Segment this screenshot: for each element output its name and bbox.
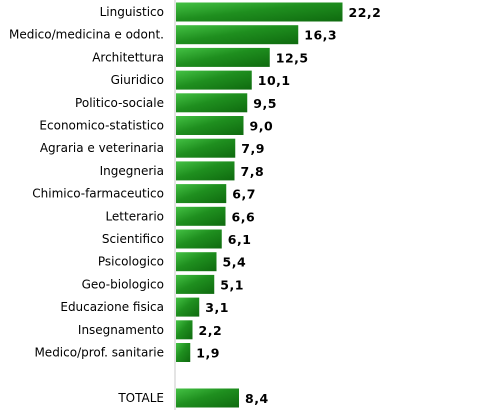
value-label: 10,1 — [258, 73, 291, 88]
category-label: Economico-statistico — [39, 119, 164, 133]
category-label: Giuridico — [111, 73, 164, 87]
bar — [176, 388, 239, 408]
category-label: Scientifico — [102, 232, 164, 246]
category-label: Geo-biologico — [82, 277, 164, 291]
value-label: 16,3 — [304, 28, 337, 43]
bar — [176, 161, 235, 181]
bar — [176, 116, 244, 135]
value-label: 7,9 — [241, 141, 265, 156]
value-label: 9,0 — [250, 119, 274, 134]
bar — [176, 138, 236, 158]
bar — [176, 274, 215, 294]
bar — [176, 320, 193, 340]
value-label: 3,1 — [205, 300, 229, 315]
bar — [176, 297, 200, 317]
category-label: Insegnamento — [78, 323, 164, 337]
value-label: 9,5 — [253, 96, 277, 111]
value-label: 6,1 — [228, 232, 252, 247]
bar — [176, 252, 217, 272]
bar — [176, 229, 222, 249]
category-label: Politico-sociale — [75, 96, 164, 110]
bar — [176, 184, 227, 204]
category-label: Letterario — [105, 209, 164, 223]
bar — [176, 70, 252, 90]
bar — [176, 93, 248, 113]
category-label: Ingegneria — [100, 164, 164, 178]
bar — [176, 47, 270, 67]
bar — [176, 343, 191, 362]
bar — [176, 25, 299, 45]
category-label: Agraria e veterinaria — [40, 141, 164, 155]
category-label: Educazione fisica — [60, 300, 164, 314]
value-label: 8,4 — [245, 391, 269, 406]
value-label: 22,2 — [349, 5, 382, 20]
category-label: Chimico-farmaceutico — [32, 187, 164, 201]
category-label: Medico/prof. sanitarie — [34, 346, 164, 360]
value-label: 1,9 — [196, 346, 220, 361]
value-label: 7,8 — [241, 164, 265, 179]
category-label: TOTALE — [117, 391, 164, 405]
category-label: Psicologico — [98, 255, 164, 269]
bar — [176, 2, 343, 22]
value-label: 5,4 — [223, 255, 247, 270]
value-label: 6,7 — [232, 187, 256, 202]
value-label: 5,1 — [220, 277, 244, 292]
value-label: 6,6 — [232, 209, 256, 224]
category-label: Linguistico — [100, 5, 164, 19]
value-label: 2,2 — [199, 323, 223, 338]
category-label: Architettura — [92, 50, 164, 64]
category-label: Medico/medicina e odont. — [9, 28, 164, 42]
bar — [176, 206, 226, 226]
value-label: 12,5 — [276, 50, 309, 65]
